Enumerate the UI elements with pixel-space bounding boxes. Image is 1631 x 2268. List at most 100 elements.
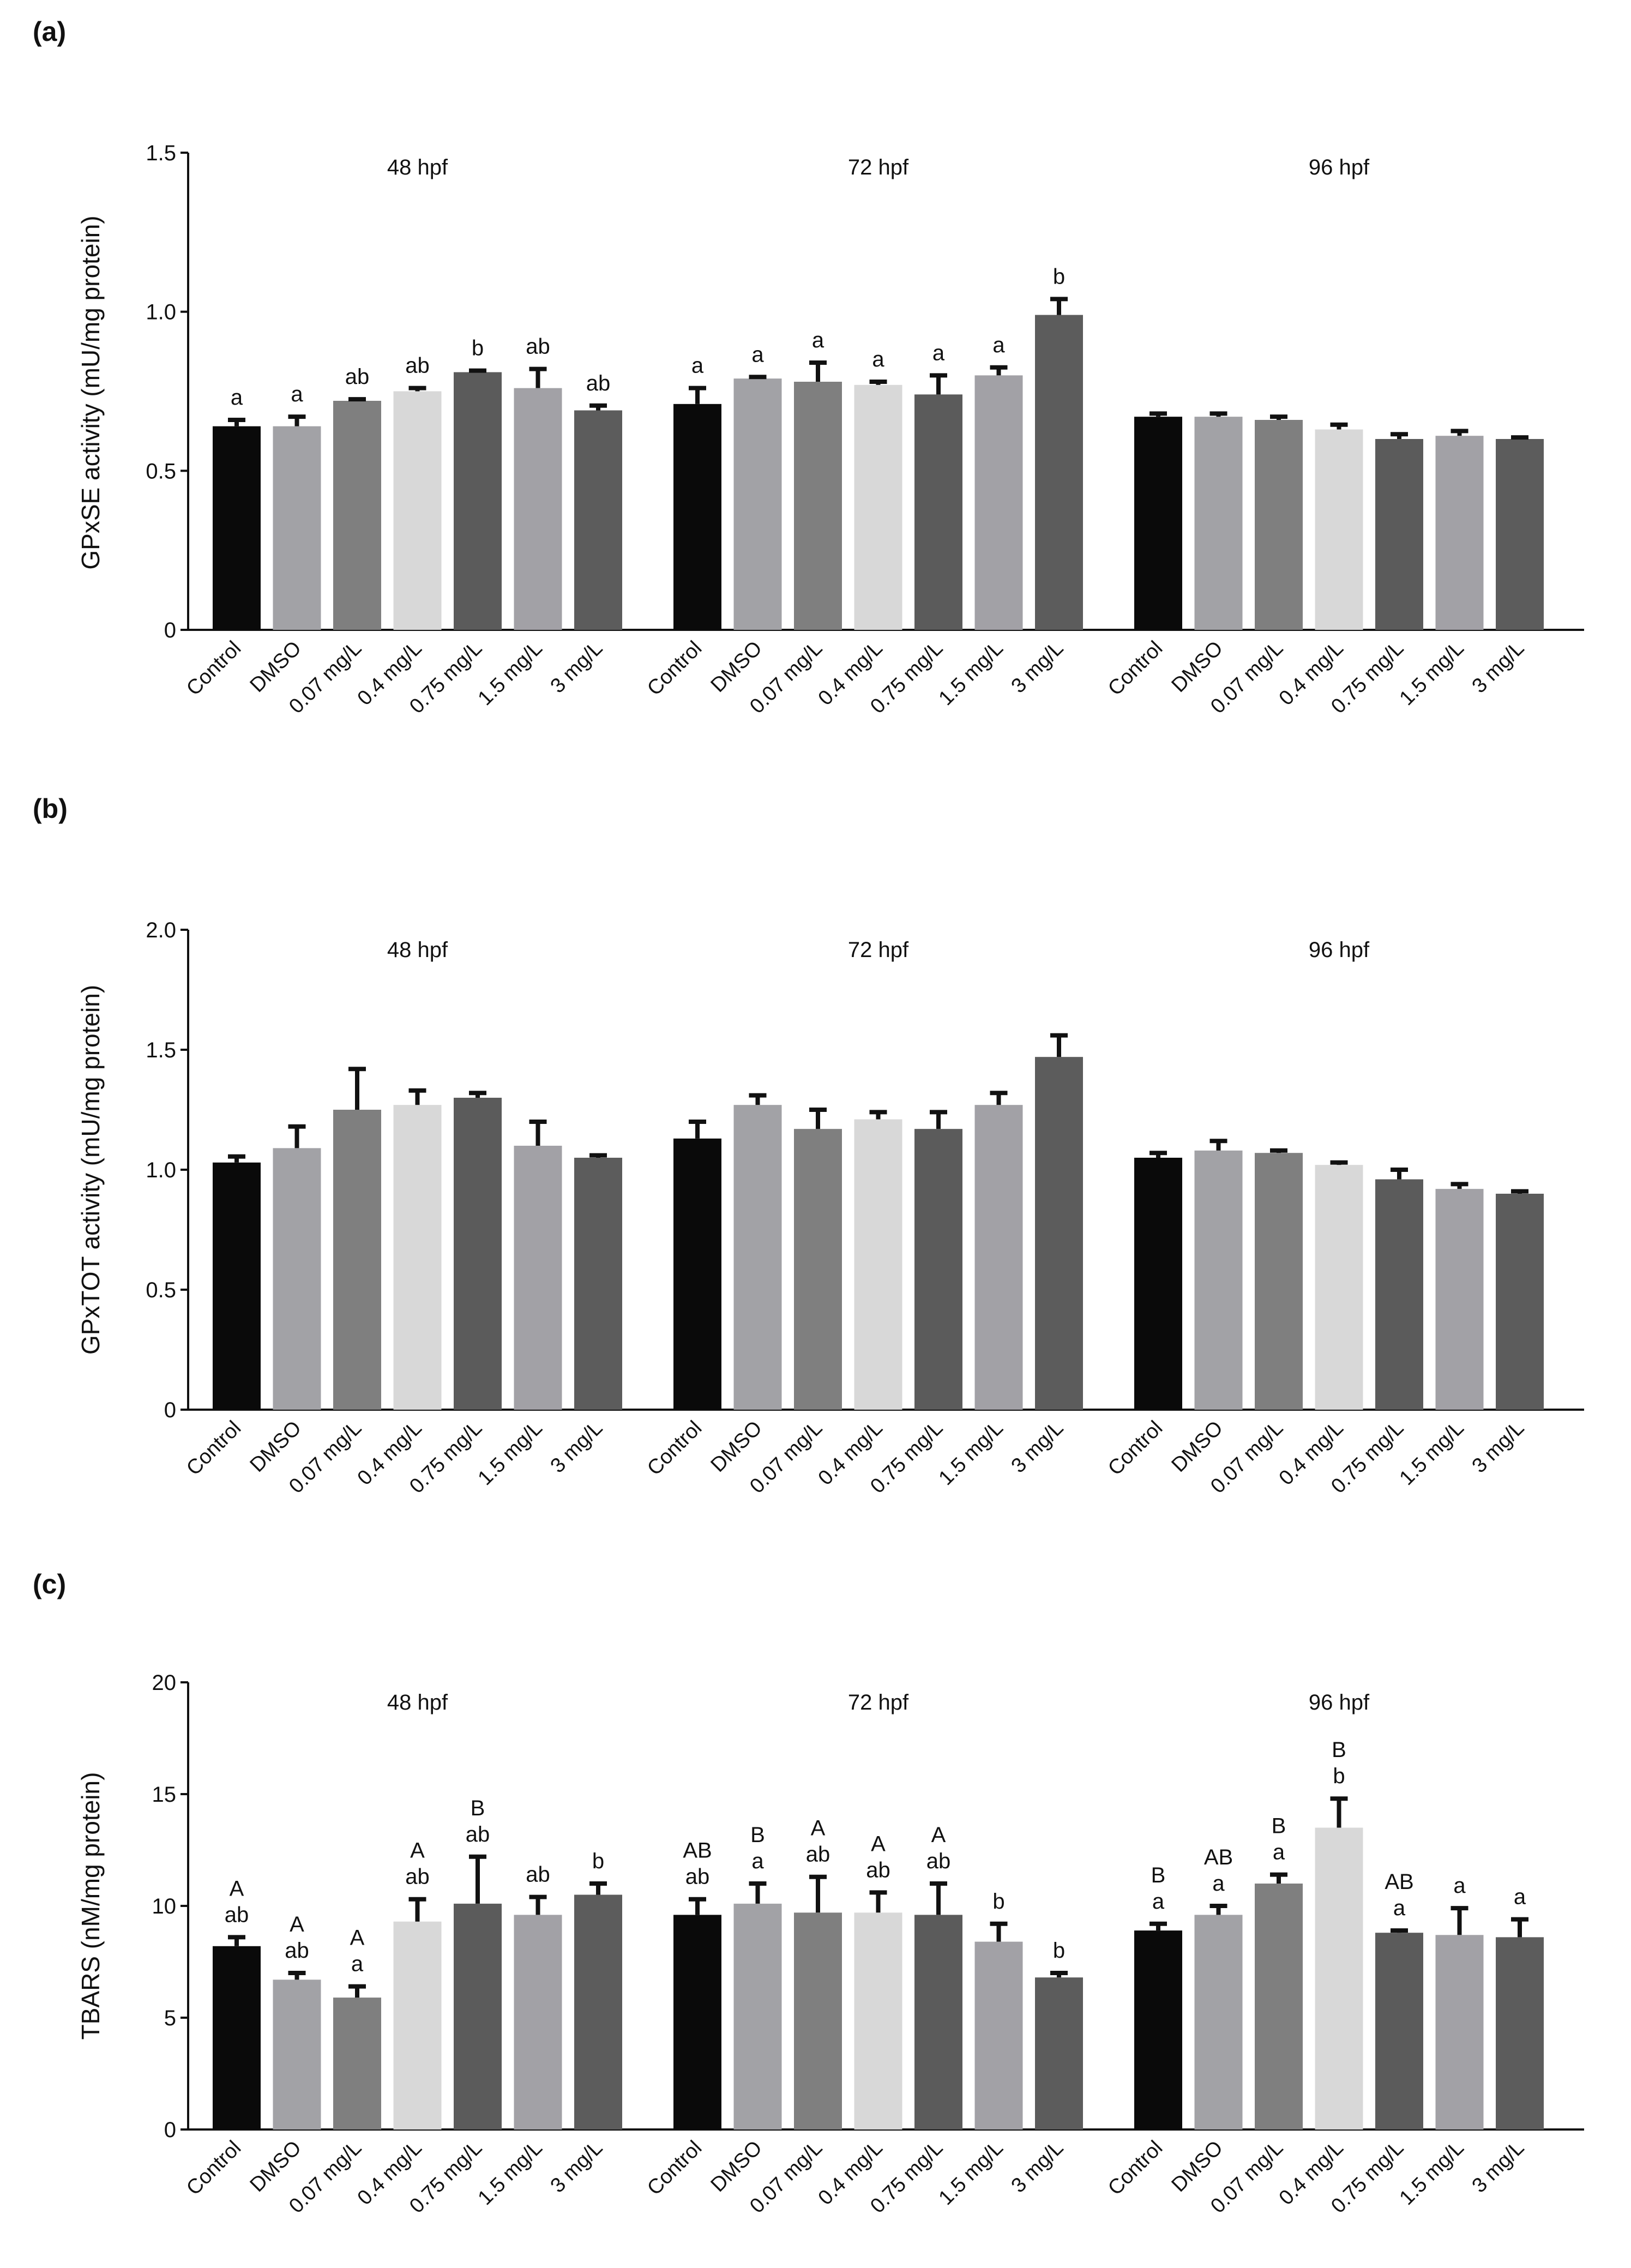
y-tick-label: 2.0 xyxy=(146,918,176,942)
bar xyxy=(974,375,1023,630)
y-tick-label: 0 xyxy=(164,618,176,642)
group-label: 96 hpf xyxy=(1309,1691,1370,1714)
group-label: 72 hpf xyxy=(848,155,909,179)
y-axis-title: GPxTOT activity (mU/mg protein) xyxy=(76,985,105,1355)
group-label: 72 hpf xyxy=(848,938,909,962)
bar xyxy=(733,1105,782,1410)
x-tick-label: 1.5 mg/L xyxy=(474,2137,547,2210)
x-tick-label: 3 mg/L xyxy=(546,2137,607,2198)
significance-label: ab xyxy=(285,1939,309,1963)
significance-label: A xyxy=(811,1816,826,1840)
x-tick-label: 1.5 mg/L xyxy=(1395,637,1468,710)
significance-label: a xyxy=(1273,1840,1285,1864)
x-tick-label: Control xyxy=(643,1417,706,1480)
bar xyxy=(1035,315,1083,630)
significance-label: ab xyxy=(466,1822,490,1846)
significance-label: a xyxy=(691,354,704,378)
significance-label: ab xyxy=(926,1849,951,1873)
y-tick-label: 0 xyxy=(164,2118,176,2142)
bar xyxy=(854,1912,902,2129)
group-label: 72 hpf xyxy=(848,1691,909,1714)
x-tick-label: DMSO xyxy=(1167,1417,1227,1477)
significance-label: AB xyxy=(683,1839,712,1863)
bar xyxy=(1375,1179,1423,1410)
bar xyxy=(1035,1977,1083,2129)
bar xyxy=(1496,1937,1544,2129)
panel-label: (c) xyxy=(33,1569,66,1599)
significance-label: a xyxy=(1152,1890,1165,1914)
bar xyxy=(914,1915,962,2129)
plot-area: 0 0.5 1.0 1.5 GPxSE activity (mU/mg protein)… xyxy=(76,141,1584,718)
x-tick-label: 1.5 mg/L xyxy=(1395,2137,1468,2210)
significance-label: b xyxy=(1053,264,1065,288)
x-tick-label: 1.5 mg/L xyxy=(1395,1417,1468,1490)
bar xyxy=(794,1129,842,1410)
x-tick-label: Control xyxy=(643,637,706,700)
significance-label: b xyxy=(1333,1764,1345,1788)
group-label: 48 hpf xyxy=(387,155,448,179)
bar xyxy=(213,426,261,630)
bar xyxy=(854,1119,902,1410)
significance-label: AB xyxy=(1385,1870,1413,1894)
x-tick-label: DMSO xyxy=(246,637,306,697)
bar xyxy=(1255,1884,1303,2129)
significance-label: b xyxy=(992,1890,1004,1914)
significance-label: A xyxy=(410,1839,425,1863)
x-tick-label: 3 mg/L xyxy=(546,1417,607,1478)
bar xyxy=(454,1098,502,1410)
y-tick-label: 10 xyxy=(152,1894,177,1918)
significance-label: A xyxy=(931,1823,946,1847)
bar xyxy=(733,378,782,630)
bar xyxy=(1194,1150,1243,1410)
significance-label: ab xyxy=(526,335,550,359)
y-tick-label: 0.5 xyxy=(146,459,176,483)
bar xyxy=(514,1146,562,1410)
bar xyxy=(1134,1158,1182,1410)
y-tick-label: 1.5 xyxy=(146,141,176,165)
x-tick-label: 3 mg/L xyxy=(1468,2137,1529,2198)
x-tick-label: Control xyxy=(1104,2137,1167,2200)
significance-label: b xyxy=(592,1849,604,1873)
significance-label: ab xyxy=(405,354,430,378)
panel-a: (a) 0 0.5 1.0 1.5 GPxSE activity (mU/mg prot… xyxy=(33,16,1584,718)
bar xyxy=(1496,439,1544,630)
x-tick-label: Control xyxy=(643,2137,706,2200)
significance-label: A xyxy=(350,1926,365,1950)
significance-label: b xyxy=(1053,1939,1065,1963)
significance-label: B xyxy=(750,1823,765,1847)
bar xyxy=(1255,1153,1303,1410)
significance-label: a xyxy=(1393,1896,1406,1920)
bar xyxy=(273,1148,321,1410)
x-tick-label: 3 mg/L xyxy=(1007,2137,1068,2198)
bar xyxy=(1496,1194,1544,1410)
x-tick-label: 1.5 mg/L xyxy=(935,1417,1008,1490)
y-axis-title: TBARS (nM/mg protein) xyxy=(76,1772,105,2040)
bar xyxy=(1134,1930,1182,2129)
bar xyxy=(574,410,622,630)
bar xyxy=(333,1110,381,1410)
significance-label: B xyxy=(1151,1863,1166,1887)
x-tick-label: 1.5 mg/L xyxy=(935,637,1008,710)
group-label: 48 hpf xyxy=(387,938,448,962)
significance-label: A xyxy=(230,1876,244,1900)
panel-b: (b) 0 0.5 1.0 1.5 2.0 GPxTOT activity (mU/mg … xyxy=(33,793,1584,1498)
bar xyxy=(1194,417,1243,630)
bar xyxy=(393,391,442,630)
bar xyxy=(673,1915,721,2129)
significance-label: a xyxy=(932,341,945,365)
bar xyxy=(1035,1057,1083,1410)
significance-label: a xyxy=(992,333,1005,357)
y-tick-label: 1.0 xyxy=(146,1158,176,1182)
bar xyxy=(454,1903,502,2129)
x-tick-label: Control xyxy=(1104,637,1167,700)
y-tick-label: 0 xyxy=(164,1398,176,1422)
group-label: 96 hpf xyxy=(1309,938,1370,962)
panel-c: (c) 0 5 10 15 20 TBARS (nM/mg protein) 48 hpf a… xyxy=(33,1569,1584,2218)
bar xyxy=(914,1129,962,1410)
x-tick-label: 1.5 mg/L xyxy=(935,2137,1008,2210)
x-tick-label: DMSO xyxy=(1167,2137,1227,2197)
bar xyxy=(733,1903,782,2129)
significance-label: a xyxy=(231,386,243,410)
x-tick-label: Control xyxy=(182,2137,245,2200)
x-tick-label: DMSO xyxy=(1167,637,1227,697)
